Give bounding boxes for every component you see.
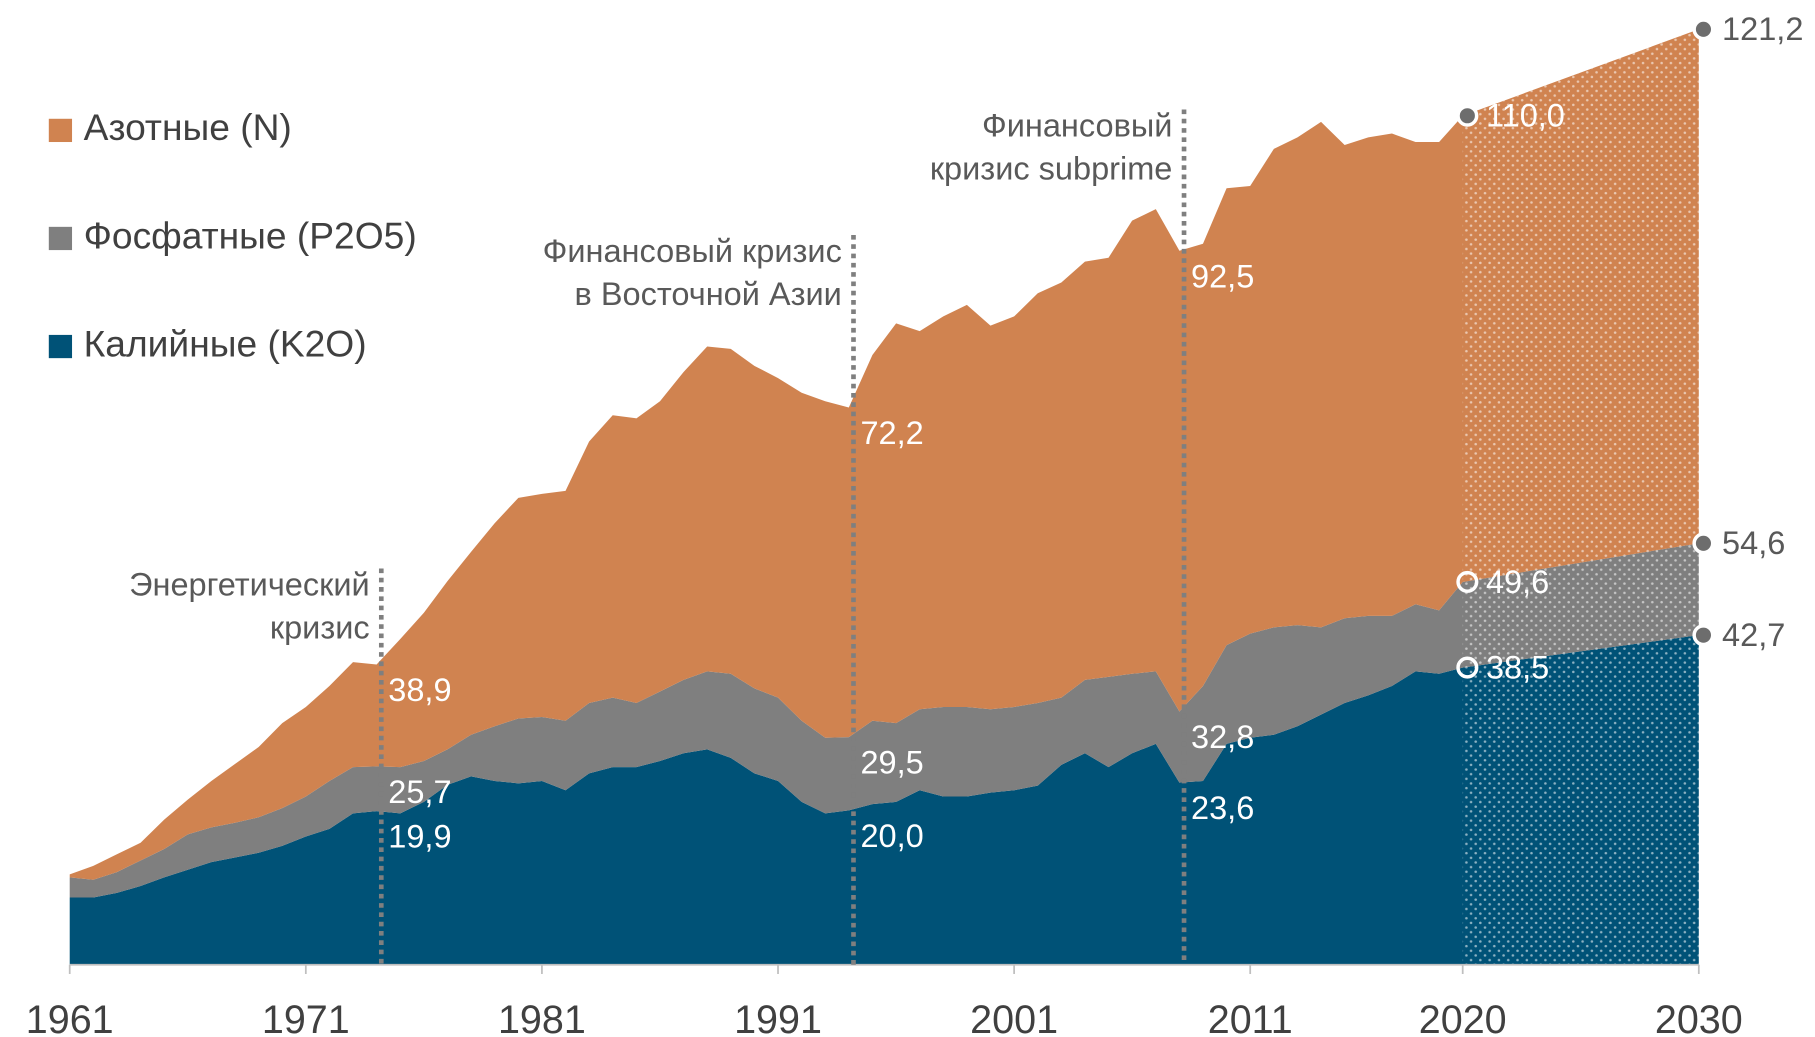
- data-label: 42,7: [1722, 617, 1785, 653]
- area: [69, 635, 1699, 965]
- forecast-pattern: [1462, 543, 1699, 668]
- area: [69, 543, 1699, 898]
- legend-label: Азотные (N): [84, 106, 292, 148]
- data-label: 29,5: [860, 745, 923, 781]
- x-tick-label: 2001: [970, 998, 1058, 1037]
- data-label: 38,5: [1486, 649, 1549, 685]
- data-label: 49,6: [1486, 564, 1549, 600]
- point-marker: [1692, 18, 1715, 41]
- point-marker: [1456, 104, 1479, 127]
- point-marker: [1456, 656, 1479, 679]
- data-label: 20,0: [860, 818, 923, 854]
- data-label: 23,6: [1191, 790, 1254, 826]
- data-label: 121,2: [1722, 11, 1803, 47]
- event-label: кризис: [270, 610, 370, 646]
- data-label: 92,5: [1191, 258, 1254, 294]
- point-marker: [1692, 532, 1715, 555]
- data-label: 38,9: [388, 672, 451, 708]
- legend-swatch: [48, 118, 73, 143]
- legend-swatch: [48, 226, 73, 251]
- forecast-pattern: [1462, 29, 1699, 582]
- event-label: в Восточной Азии: [575, 276, 842, 312]
- x-tick-label: 1981: [498, 998, 586, 1037]
- area: [69, 29, 1699, 880]
- x-tick-label: 2030: [1655, 998, 1743, 1037]
- legend-swatch: [48, 334, 73, 359]
- event-label: Энергетический: [129, 567, 370, 603]
- x-tick-label: 1961: [26, 998, 114, 1037]
- event-label: Финансовый: [982, 108, 1172, 144]
- point-marker: [1456, 570, 1479, 593]
- legend-label: Калийные (K2O): [84, 322, 367, 364]
- x-tick-label: 2011: [1208, 998, 1293, 1037]
- x-tick-label: 2020: [1419, 998, 1507, 1037]
- data-label: 110,0: [1486, 98, 1565, 134]
- event-label: кризис subprime: [930, 151, 1173, 187]
- event-label: Финансовый кризис: [543, 233, 842, 269]
- x-tick-label: 1971: [262, 998, 350, 1037]
- forecast-pattern: [1462, 635, 1699, 965]
- legend-label: Фосфатные (P2O5): [84, 214, 417, 256]
- data-label: 32,8: [1191, 719, 1254, 755]
- x-tick-label: 1991: [734, 998, 822, 1037]
- point-marker: [1692, 624, 1715, 647]
- data-label: 72,2: [860, 415, 923, 451]
- data-label: 54,6: [1722, 525, 1785, 561]
- data-label: 25,7: [388, 774, 451, 810]
- data-label: 19,9: [388, 819, 451, 855]
